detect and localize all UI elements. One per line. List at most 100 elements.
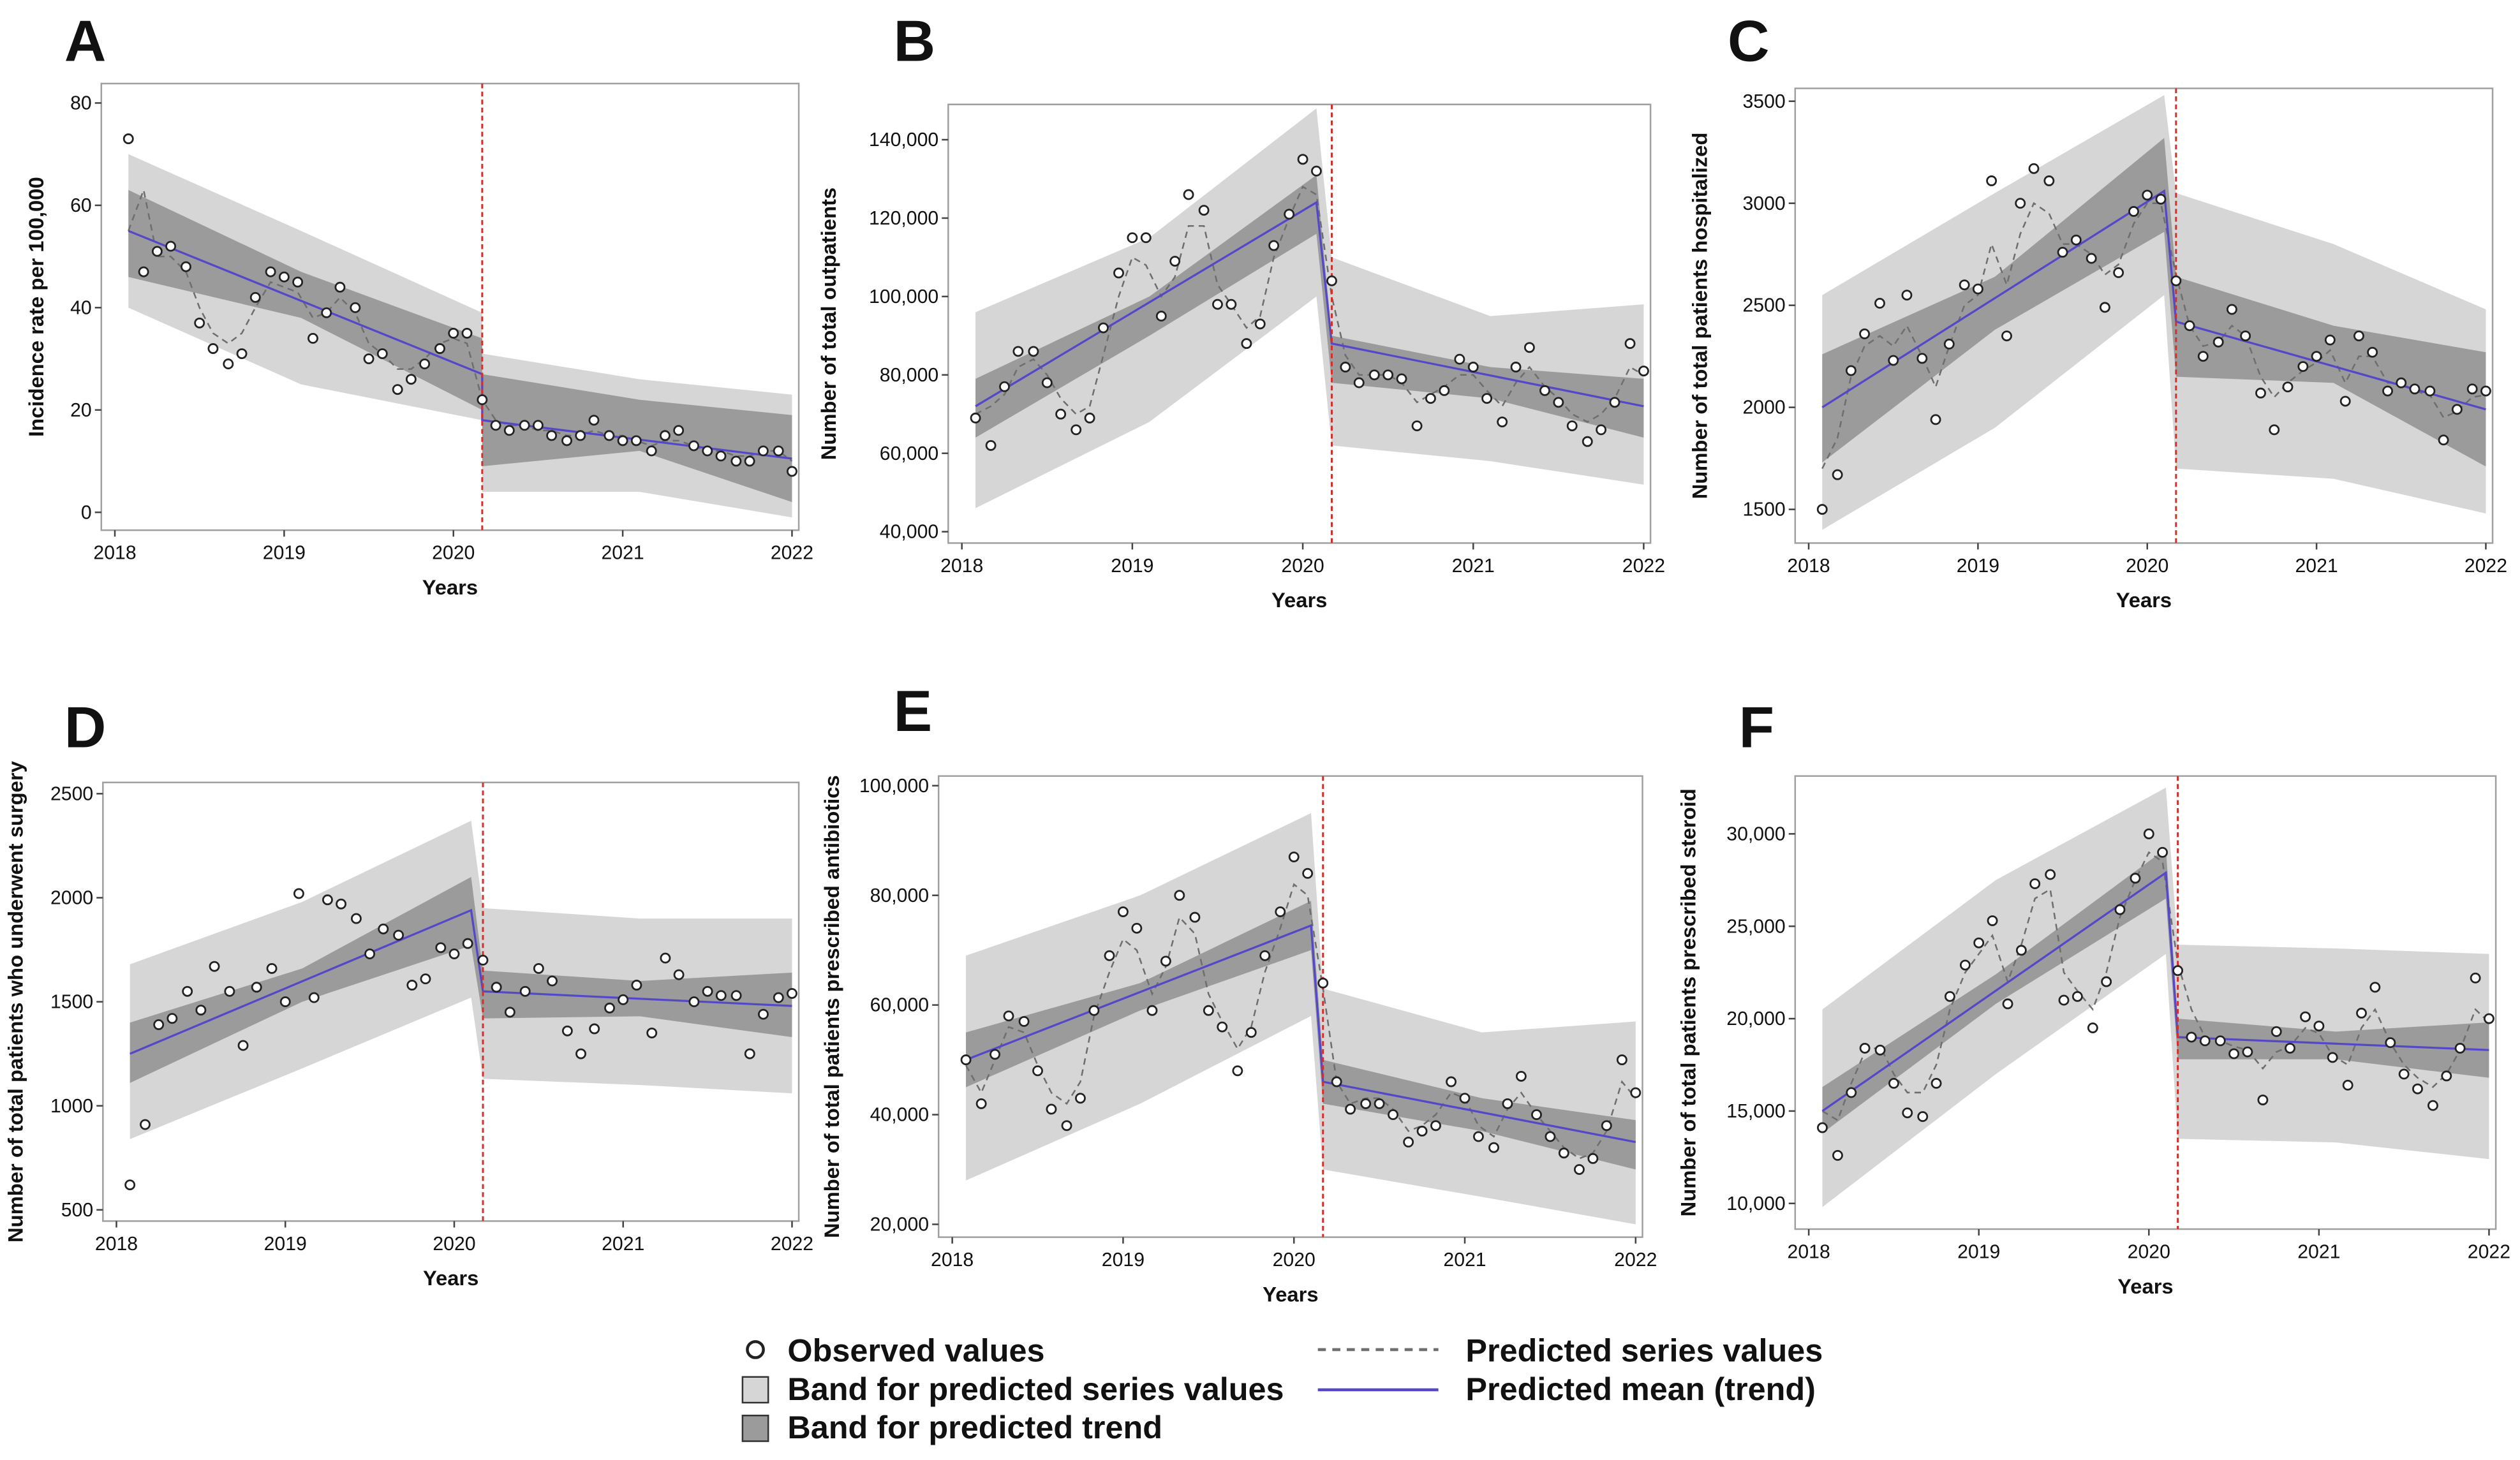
observed-point <box>2396 377 2407 388</box>
observed-point <box>1317 977 1329 989</box>
x-tick-label: 2018 <box>1787 556 1830 577</box>
observed-point <box>631 980 642 991</box>
observed-point <box>236 348 248 359</box>
observed-point <box>1232 1065 1243 1077</box>
observed-point <box>2269 424 2280 436</box>
observed-point <box>1288 852 1300 862</box>
observed-point <box>2072 991 2083 1002</box>
y-tick-label: 2500 <box>1742 295 1785 316</box>
observed-point <box>1467 362 1479 372</box>
observed-point <box>182 985 193 997</box>
observed-point <box>2257 1095 2269 1105</box>
observed-point <box>985 439 997 451</box>
observed-point <box>503 425 515 436</box>
series-band <box>975 108 1644 508</box>
x-tick-label: 2019 <box>1957 556 1999 577</box>
y-tick-label: 60,000 <box>880 443 938 464</box>
y-axis-label: Number of total patients who underwent s… <box>3 760 27 1242</box>
observed-point <box>405 374 417 385</box>
observed-point <box>140 1119 151 1130</box>
observed-point <box>1117 906 1129 917</box>
observed-point <box>461 327 473 339</box>
observed-point <box>351 913 362 924</box>
x-tick-label: 2022 <box>2468 1241 2510 1262</box>
observed-point <box>2382 385 2393 397</box>
observed-point <box>2339 395 2351 407</box>
observed-point <box>1515 1070 1527 1082</box>
legend-trend-band-icon <box>741 1414 769 1442</box>
observed-point <box>138 266 149 277</box>
observed-point <box>2311 351 2322 362</box>
observed-point <box>1353 377 1365 388</box>
observed-point <box>392 384 403 395</box>
observed-point <box>688 440 699 452</box>
predicted-series <box>965 883 1636 1160</box>
observed-point <box>604 1002 615 1014</box>
observed-point <box>2226 304 2237 315</box>
y-tick-label: 3000 <box>1742 193 1785 214</box>
observed-point <box>2155 193 2167 205</box>
y-tick-label: 2000 <box>50 888 93 909</box>
observed-point <box>2028 163 2040 174</box>
observed-point <box>773 992 784 1003</box>
observed-point <box>758 1008 769 1020</box>
observed-point <box>153 1019 165 1030</box>
observed-point <box>490 420 501 431</box>
y-tick-label: 1000 <box>50 1096 93 1117</box>
observed-point <box>2142 189 2153 201</box>
observed-point <box>533 962 544 974</box>
observed-point <box>435 942 447 954</box>
observed-point <box>1217 1021 1228 1033</box>
series-band <box>130 820 792 1139</box>
observed-point <box>2483 1013 2494 1024</box>
observed-point <box>2184 320 2195 332</box>
panel: A 0 20 40 60 80 2018 2019 2020 2021 2022 Years Incid… <box>24 10 813 599</box>
observed-point <box>2070 234 2082 246</box>
x-tick-label: 2022 <box>1614 1250 1657 1271</box>
y-tick-label: 20,000 <box>1726 1008 1785 1029</box>
observed-point <box>1345 1103 1356 1115</box>
observed-point <box>1326 275 1337 286</box>
observed-point <box>1846 1087 1857 1098</box>
y-tick-label: 15,000 <box>1726 1101 1785 1122</box>
observed-point <box>786 466 797 477</box>
panel: F 10,000 15,000 20,000 25,000 30,000 2018 2019 2… <box>1677 695 2510 1297</box>
observed-point <box>448 327 459 339</box>
observed-point <box>561 1025 573 1036</box>
observed-point <box>2242 1046 2253 1058</box>
observed-point <box>546 430 558 441</box>
observed-point <box>1472 1131 1484 1142</box>
x-tick-label: 2019 <box>1957 1241 2000 1262</box>
observed-point <box>702 445 713 457</box>
observed-point <box>1416 1125 1428 1137</box>
observed-point <box>1084 412 1095 424</box>
observed-point <box>2172 965 2184 977</box>
observed-point <box>2240 330 2251 342</box>
observed-point <box>547 975 558 987</box>
y-tick-label: 60 <box>70 195 92 216</box>
observed-point <box>1616 1054 1627 1066</box>
observed-point <box>715 450 727 462</box>
observed-point <box>2045 869 2056 880</box>
x-tick-label: 2022 <box>2464 556 2507 577</box>
observed-point <box>1140 232 1152 244</box>
observed-point <box>2300 1011 2311 1022</box>
y-tick-label: 2500 <box>50 783 93 804</box>
observed-point <box>195 1005 207 1016</box>
y-tick-label: 80 <box>70 93 92 114</box>
observed-point <box>2282 381 2294 393</box>
observed-point <box>1943 339 1955 350</box>
observed-point <box>2130 873 2141 884</box>
observed-point <box>646 1028 658 1038</box>
observed-point <box>1203 1005 1214 1016</box>
x-tick-label: 2021 <box>1452 556 1495 577</box>
observed-point <box>588 415 600 426</box>
observed-point <box>1028 346 1039 357</box>
x-axis-label: Years <box>1263 1282 1318 1306</box>
observed-point <box>773 445 784 457</box>
observed-point <box>673 969 685 980</box>
observed-point <box>2043 175 2055 186</box>
y-axis-label: Number of total outpatients <box>817 188 840 460</box>
observed-point <box>1297 154 1308 165</box>
observed-point <box>1510 362 1522 372</box>
